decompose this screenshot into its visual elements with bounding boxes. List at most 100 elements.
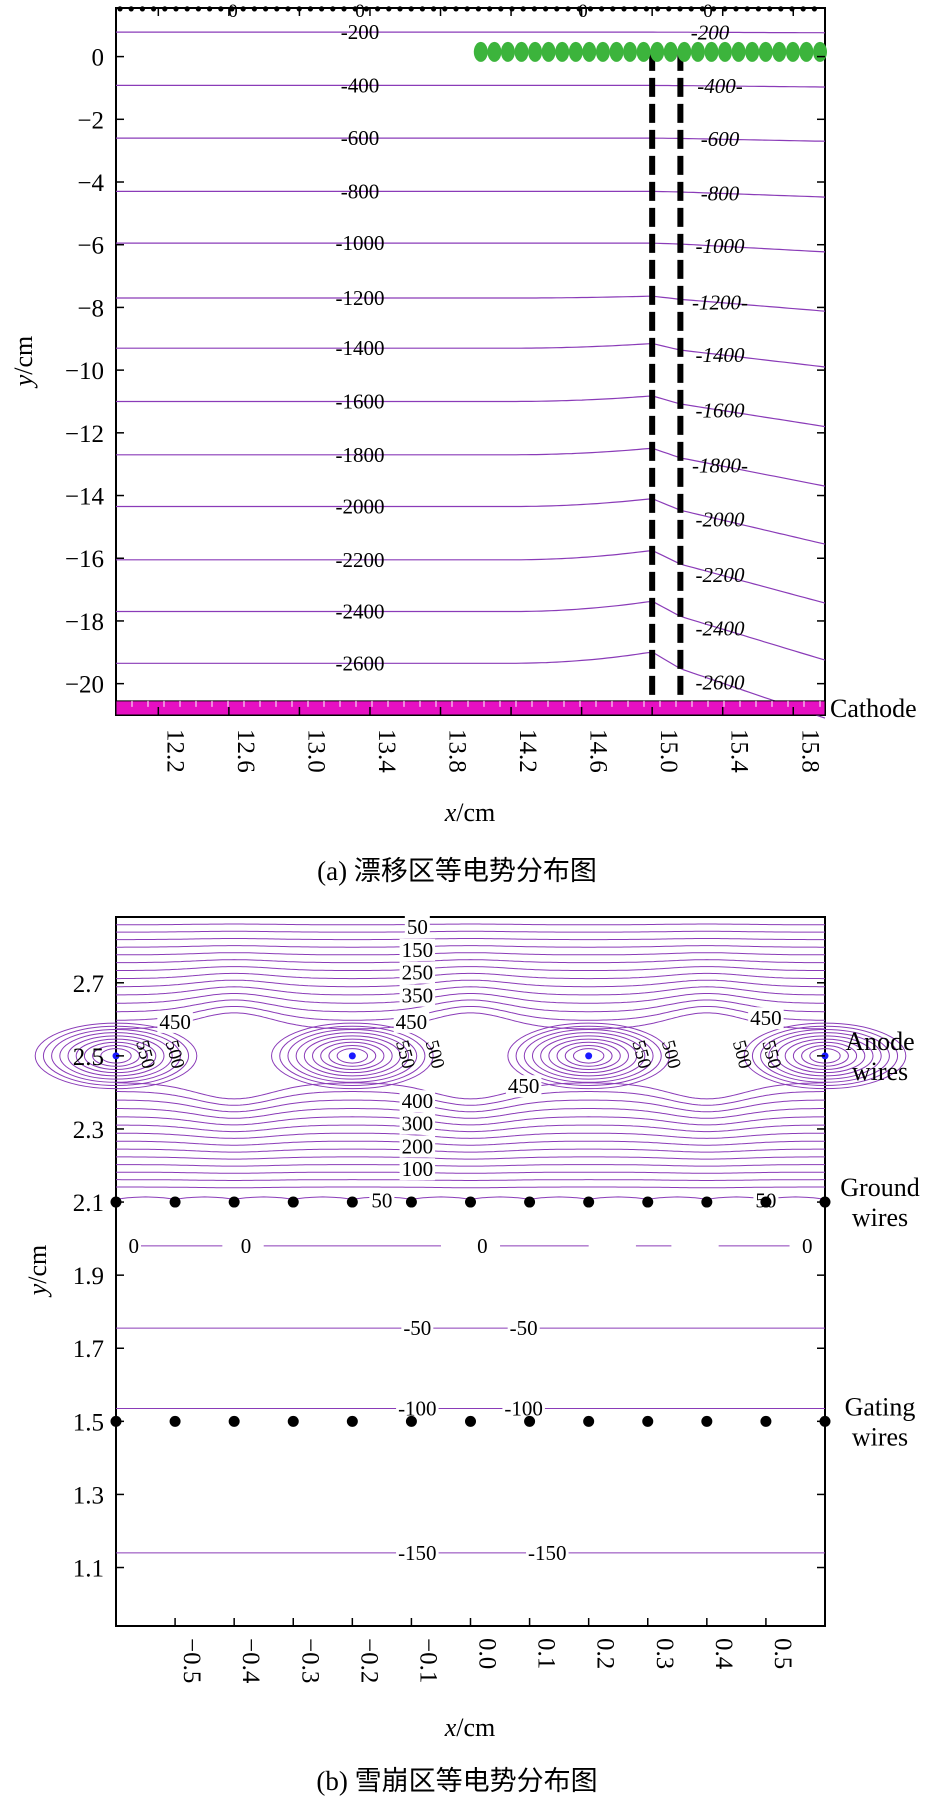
field-strip-electrode bbox=[487, 41, 502, 62]
contour-label: 0 bbox=[128, 1234, 139, 1258]
equipotential-line bbox=[116, 1124, 825, 1133]
plot-a-xlabel-unit: /cm bbox=[456, 798, 495, 827]
top-dot bbox=[397, 6, 403, 12]
top-dot bbox=[688, 6, 694, 12]
contour-label: 50 bbox=[407, 915, 428, 939]
top-dot bbox=[263, 6, 269, 12]
x-tick-label: 14.2 bbox=[514, 729, 541, 773]
equipotential-line bbox=[116, 1099, 825, 1113]
anode-equipotential-ring bbox=[303, 1035, 401, 1077]
y-tick-label: −14 bbox=[65, 484, 105, 511]
field-strip-electrode bbox=[623, 41, 637, 62]
anode-equipotential-ring bbox=[556, 1041, 621, 1070]
y-tick-label: 0 bbox=[92, 45, 105, 72]
y-tick-label: 2.1 bbox=[73, 1190, 104, 1217]
anode-equipotential-ring bbox=[287, 1028, 418, 1083]
anode-equipotential-ring bbox=[336, 1048, 369, 1064]
top-dot bbox=[599, 6, 605, 12]
top-dot bbox=[386, 6, 392, 12]
plot-a-xlabel-var: x bbox=[444, 798, 457, 827]
equipotential-line bbox=[116, 84, 825, 88]
contour-label: -1600 bbox=[336, 389, 385, 413]
contour-label: -2000 bbox=[336, 495, 385, 519]
contour-label-zero: 0 bbox=[355, 1, 365, 22]
anode-equipotential-ring bbox=[564, 1044, 613, 1067]
contour-label: -50 bbox=[403, 1316, 431, 1340]
top-dot bbox=[229, 6, 235, 12]
anode-equipotential-ring bbox=[279, 1025, 426, 1086]
y-tick-label: 1.3 bbox=[73, 1482, 104, 1509]
top-dot bbox=[173, 6, 179, 12]
ground-wire bbox=[524, 1196, 536, 1208]
contour-label: -2200 bbox=[336, 548, 385, 572]
ground-wire bbox=[169, 1196, 181, 1208]
top-dot bbox=[274, 6, 280, 12]
contour-label: 500 bbox=[728, 1038, 756, 1071]
contour-label: -600 bbox=[701, 127, 740, 151]
top-dot bbox=[755, 6, 762, 12]
field-strip-electrode bbox=[609, 41, 624, 62]
contour-label: 450 bbox=[396, 1010, 428, 1034]
top-dot bbox=[285, 6, 291, 12]
equipotential-line bbox=[116, 600, 826, 661]
top-dot bbox=[565, 6, 571, 12]
contour-label: 450 bbox=[750, 1006, 782, 1030]
label-bg bbox=[396, 1397, 439, 1420]
contour-label: -100 bbox=[504, 1397, 543, 1421]
contour-label: 50 bbox=[371, 1189, 392, 1213]
top-dot bbox=[442, 6, 448, 12]
label-bg bbox=[399, 1090, 436, 1113]
x-tick-label: 13.0 bbox=[302, 729, 329, 773]
anode-wires-label: wires bbox=[852, 1057, 908, 1086]
top-dot bbox=[184, 6, 190, 12]
equipotential-line bbox=[116, 1108, 825, 1119]
anode-equipotential-ring bbox=[320, 1041, 385, 1070]
top-dot bbox=[677, 6, 683, 12]
gating-wire bbox=[287, 1415, 299, 1427]
top-dot bbox=[498, 6, 504, 12]
top-dot bbox=[195, 6, 201, 12]
contour-label: -400- bbox=[697, 74, 743, 98]
top-dot bbox=[587, 6, 594, 12]
equipotential-line bbox=[115, 993, 826, 1004]
anode-wire bbox=[585, 1052, 593, 1060]
top-dot bbox=[419, 6, 425, 12]
anode-equipotential-ring bbox=[42, 1025, 190, 1086]
y-tick-label: −18 bbox=[65, 609, 104, 636]
gating-wire bbox=[583, 1415, 595, 1427]
equipotential-line bbox=[116, 1156, 825, 1160]
y-tick-label: −10 bbox=[65, 358, 104, 385]
contour-label: -100 bbox=[398, 1397, 437, 1421]
gating-wire bbox=[169, 1415, 181, 1427]
equipotential-line bbox=[116, 930, 825, 933]
top-dot bbox=[375, 6, 381, 12]
cathode-label: Cathode bbox=[830, 694, 917, 723]
top-dot bbox=[408, 6, 414, 12]
contour-label: -1800 bbox=[336, 443, 385, 467]
y-tick-label: 2.7 bbox=[73, 971, 104, 998]
contour-label: 300 bbox=[402, 1111, 434, 1135]
top-dot bbox=[543, 6, 549, 12]
label-bg bbox=[126, 1234, 141, 1257]
contour-label: -2000 bbox=[696, 508, 745, 532]
anode-equipotential-ring bbox=[295, 1032, 410, 1080]
ground-wire bbox=[228, 1196, 240, 1208]
top-dot bbox=[431, 6, 437, 12]
equipotential-line bbox=[116, 966, 825, 971]
anode-equipotential-ring bbox=[531, 1032, 646, 1080]
contour-label: 550 bbox=[391, 1038, 419, 1071]
top-dot bbox=[251, 6, 257, 12]
x-tick-label: 0.1 bbox=[533, 1638, 560, 1669]
plot-b-xlabel-var: x bbox=[444, 1713, 457, 1742]
contour-label: 0 bbox=[477, 1234, 488, 1258]
top-dot bbox=[363, 6, 369, 12]
x-tick-label: −0.3 bbox=[296, 1638, 323, 1683]
equipotential-line bbox=[116, 1186, 825, 1189]
label-bg bbox=[399, 961, 436, 984]
equipotential-line bbox=[116, 1171, 825, 1174]
ground-wire bbox=[583, 1196, 595, 1208]
x-tick-label: 13.4 bbox=[373, 729, 400, 773]
top-dot bbox=[475, 6, 481, 12]
anode-equipotential-ring bbox=[540, 1035, 638, 1077]
x-tick-label: 12.2 bbox=[161, 729, 188, 773]
